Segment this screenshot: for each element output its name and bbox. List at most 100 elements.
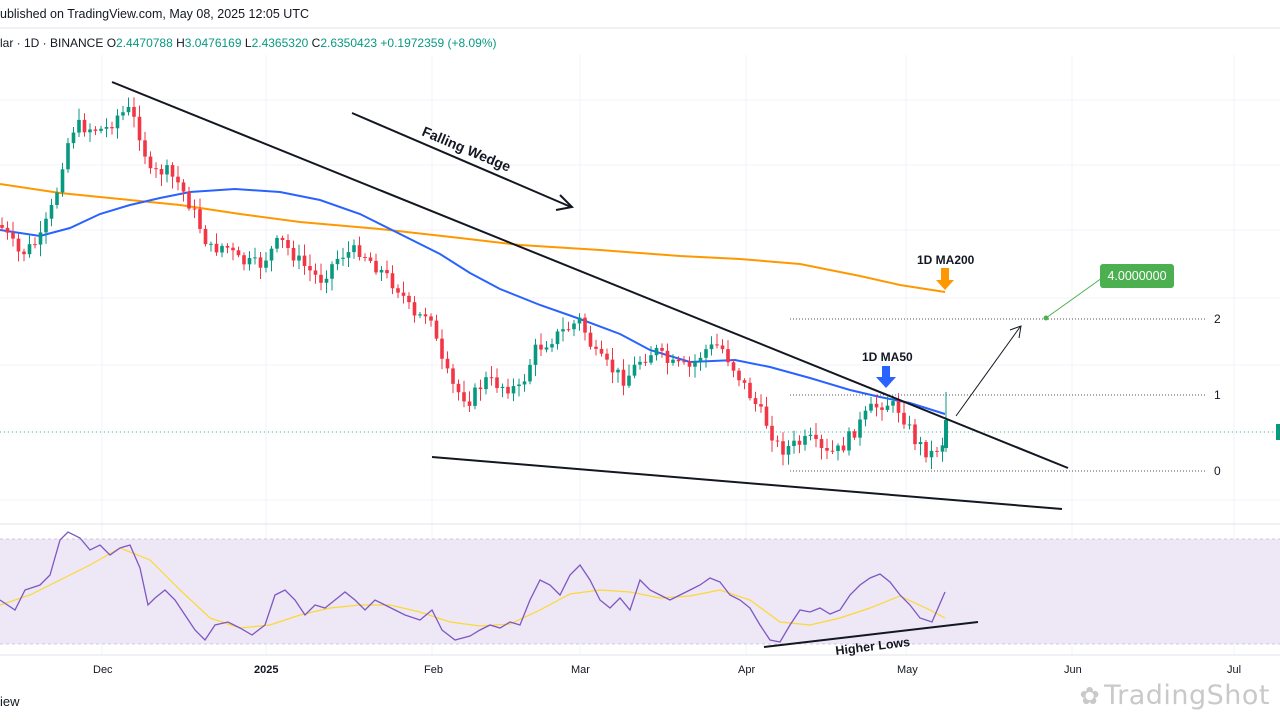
candle-body bbox=[236, 250, 241, 256]
candle-body bbox=[511, 386, 516, 394]
ma200-label: 1D MA200 bbox=[917, 253, 975, 267]
candle-body bbox=[561, 329, 565, 332]
candle-body bbox=[11, 232, 15, 239]
candle-body bbox=[583, 317, 587, 333]
candle-body bbox=[764, 406, 769, 426]
watermark-text: TradingShot bbox=[1104, 680, 1270, 711]
watermark-logo-icon: ✿ bbox=[1079, 682, 1101, 710]
candle-body bbox=[264, 260, 268, 268]
candle-body bbox=[577, 317, 582, 324]
current-price-tag bbox=[1276, 424, 1280, 440]
wedge-upper-trendline[interactable] bbox=[111, 81, 1069, 469]
candle-body bbox=[847, 431, 851, 451]
candle-body bbox=[55, 192, 59, 205]
candle-body bbox=[467, 401, 472, 406]
candle-body bbox=[390, 273, 395, 289]
candle-body bbox=[313, 270, 318, 275]
candle-body bbox=[808, 434, 813, 436]
symbol-info[interactable]: lar · 1D · BINANCE bbox=[0, 36, 104, 50]
candle-body bbox=[269, 248, 274, 261]
rsi-line bbox=[0, 531, 946, 643]
x-tick-feb: Feb bbox=[424, 664, 443, 676]
candle-body bbox=[495, 377, 499, 389]
ohlc-legend: lar · 1D · BINANCE O2.4470788 H3.0476169… bbox=[0, 36, 496, 50]
candle-body bbox=[902, 412, 906, 425]
candle-body bbox=[660, 347, 664, 351]
candle-body bbox=[209, 243, 213, 245]
candle-body bbox=[852, 431, 857, 438]
wedge-lower-trendline[interactable] bbox=[431, 456, 1063, 510]
candle-body bbox=[506, 386, 510, 394]
candle-body bbox=[341, 257, 345, 259]
candle-body bbox=[22, 251, 26, 255]
candle-body bbox=[830, 450, 835, 452]
candle-body bbox=[621, 369, 626, 386]
candle-body bbox=[610, 359, 615, 373]
candle-body bbox=[71, 132, 76, 144]
candle-body bbox=[198, 209, 202, 229]
candle-body bbox=[242, 255, 246, 265]
candle-body bbox=[533, 344, 538, 365]
candle-body bbox=[352, 245, 356, 253]
candle-body bbox=[143, 140, 147, 157]
candle-body bbox=[291, 247, 296, 261]
candle-body bbox=[918, 441, 923, 445]
candle-body bbox=[627, 375, 631, 386]
candle-body bbox=[748, 382, 752, 399]
x-tick-jun: Jun bbox=[1064, 664, 1082, 676]
candle-body bbox=[858, 419, 862, 438]
candle-body bbox=[324, 278, 329, 283]
target-projection-arrowhead bbox=[1009, 325, 1022, 339]
candle-body bbox=[594, 346, 598, 349]
close-value: 2.6350423 bbox=[320, 36, 378, 50]
fib-levels bbox=[790, 318, 1206, 472]
candle-body bbox=[165, 165, 169, 175]
ma200-arrow-icon bbox=[936, 268, 954, 290]
candle-body bbox=[38, 232, 43, 245]
candle-body bbox=[643, 361, 648, 363]
candle-body bbox=[104, 127, 109, 129]
candle-body bbox=[418, 314, 422, 316]
candle-body bbox=[671, 359, 675, 363]
ma50-arrow-icon bbox=[876, 366, 896, 388]
candle-body bbox=[775, 440, 780, 442]
candle-body bbox=[863, 410, 868, 420]
low-value: 2.4365320 bbox=[251, 36, 309, 50]
candle-body bbox=[258, 257, 263, 268]
candle-body bbox=[880, 407, 884, 410]
candle-body bbox=[885, 405, 890, 410]
candle-body bbox=[247, 257, 252, 265]
ma50-label: 1D MA50 bbox=[862, 350, 913, 364]
candle-body bbox=[137, 116, 142, 141]
candle-body bbox=[478, 387, 483, 390]
candle-body bbox=[192, 208, 197, 210]
candle-body bbox=[99, 128, 103, 131]
candle-body bbox=[649, 355, 653, 363]
candle-body bbox=[720, 345, 725, 350]
high-value: 3.0476169 bbox=[184, 36, 242, 50]
candle-body bbox=[451, 368, 455, 384]
target-projection-line bbox=[955, 326, 1021, 417]
candle-body bbox=[154, 168, 158, 170]
candle-body bbox=[874, 403, 879, 408]
candle-body bbox=[781, 441, 785, 455]
candle-body bbox=[825, 447, 829, 451]
x-tick-may: May bbox=[897, 664, 918, 676]
candle-body bbox=[682, 361, 686, 363]
candle-body bbox=[93, 129, 98, 131]
x-tick-apr: Apr bbox=[738, 664, 755, 676]
published-header: ublished on TradingView.com, May 08, 202… bbox=[0, 7, 309, 21]
candle-body bbox=[33, 244, 37, 246]
candle-body bbox=[737, 370, 741, 381]
candle-body bbox=[528, 364, 532, 382]
candle-body bbox=[385, 269, 389, 274]
candle-body bbox=[77, 119, 81, 133]
candle-body bbox=[676, 359, 681, 362]
candle-body bbox=[203, 228, 208, 245]
low-label: L bbox=[244, 36, 252, 50]
rsi-ma-line bbox=[0, 547, 946, 629]
target-price-badge: 4.0000000 bbox=[1100, 264, 1174, 288]
candle-body bbox=[368, 257, 373, 261]
